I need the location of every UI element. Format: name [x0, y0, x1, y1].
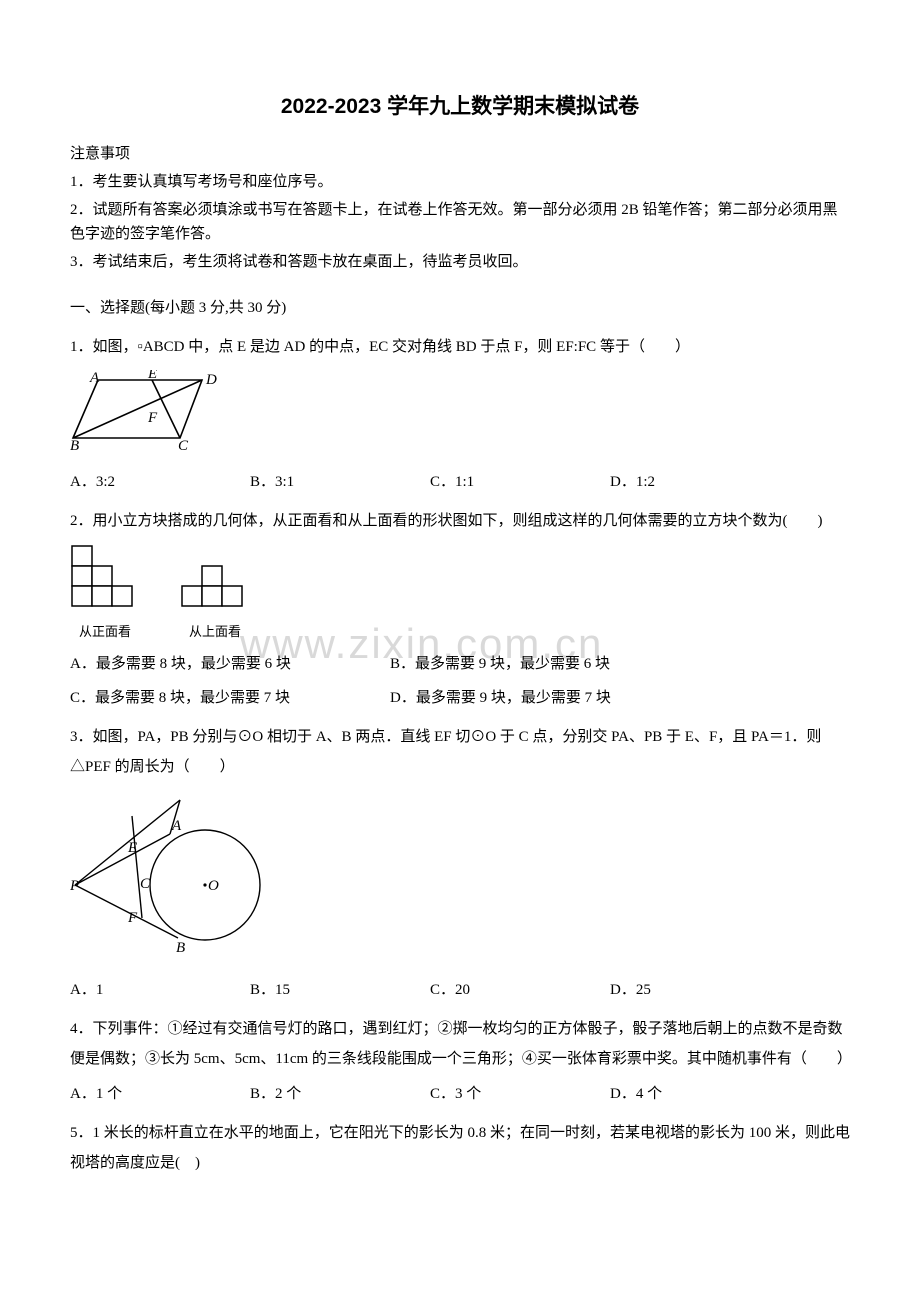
question-2: 2．用小立方块搭成的几何体，从正面看和从上面看的形状图如下，则组成这样的几何体需… [70, 506, 850, 711]
q1-opt-b: B．3:1 [250, 470, 430, 494]
notes-header: 注意事项 [70, 142, 850, 166]
q2-opt-b: B．最多需要 9 块，最少需要 6 块 [390, 652, 710, 676]
q1-text: 1．如图，▫ABCD 中，点 E 是边 AD 的中点，EC 交对角线 BD 于点… [70, 332, 850, 362]
q2-text: 2．用小立方块搭成的几何体，从正面看和从上面看的形状图如下，则组成这样的几何体需… [70, 506, 850, 536]
q2-figure: 从正面看 从上面看 [70, 544, 850, 643]
svg-text:E: E [147, 370, 157, 382]
q2-top-view: 从上面看 [180, 564, 250, 643]
q3-figure: P A B C E F O [70, 790, 850, 968]
svg-text:F: F [127, 910, 138, 926]
q2-front-view: 从正面看 [70, 544, 140, 643]
q2-top-label: 从上面看 [180, 622, 250, 643]
q1-figure: A E D B C F [70, 370, 850, 460]
svg-text:A: A [89, 370, 100, 386]
question-1: 1．如图，▫ABCD 中，点 E 是边 AD 的中点，EC 交对角线 BD 于点… [70, 332, 850, 494]
q4-opt-b: B．2 个 [250, 1082, 430, 1106]
question-3: 3．如图，PA，PB 分别与⊙O 相切于 A、B 两点．直线 EF 切⊙O 于 … [70, 722, 850, 1002]
q2-opt-c: C．最多需要 8 块，最少需要 7 块 [70, 686, 390, 710]
svg-text:A: A [171, 818, 182, 834]
svg-text:F: F [147, 410, 158, 426]
q3-opt-d: D．25 [610, 978, 790, 1002]
svg-text:D: D [205, 372, 217, 388]
svg-text:B: B [176, 940, 185, 956]
q1-options: A．3:2 B．3:1 C．1:1 D．1:2 [70, 470, 850, 494]
q1-opt-c: C．1:1 [430, 470, 610, 494]
q5-text: 5．1 米长的标杆直立在水平的地面上，它在阳光下的影长为 0.8 米；在同一时刻… [70, 1118, 850, 1178]
q3-options: A．1 B．15 C．20 D．25 [70, 978, 850, 1002]
note-2: 2．试题所有答案必须填涂或书写在答题卡上，在试卷上作答无效。第一部分必须用 2B… [70, 198, 850, 246]
question-4: 4．下列事件：①经过有交通信号灯的路口，遇到红灯；②掷一枚均匀的正方体骰子，骰子… [70, 1014, 850, 1106]
q4-opt-c: C．3 个 [430, 1082, 610, 1106]
svg-text:P: P [70, 878, 79, 894]
q2-opt-a: A．最多需要 8 块，最少需要 6 块 [70, 652, 390, 676]
question-5: 5．1 米长的标杆直立在水平的地面上，它在阳光下的影长为 0.8 米；在同一时刻… [70, 1118, 850, 1178]
q4-opt-d: D．4 个 [610, 1082, 790, 1106]
q1-opt-a: A．3:2 [70, 470, 250, 494]
svg-text:C: C [178, 438, 189, 452]
q1-opt-d: D．1:2 [610, 470, 790, 494]
page-title: 2022-2023 学年九上数学期末模拟试卷 [70, 90, 850, 124]
q3-text: 3．如图，PA，PB 分别与⊙O 相切于 A、B 两点．直线 EF 切⊙O 于 … [70, 722, 850, 782]
svg-text:O: O [208, 878, 219, 894]
q4-opt-a: A．1 个 [70, 1082, 250, 1106]
svg-text:E: E [127, 840, 137, 856]
svg-text:C: C [140, 876, 151, 892]
svg-text:B: B [70, 438, 79, 452]
q2-front-label: 从正面看 [70, 622, 140, 643]
q3-opt-a: A．1 [70, 978, 250, 1002]
q4-text: 4．下列事件：①经过有交通信号灯的路口，遇到红灯；②掷一枚均匀的正方体骰子，骰子… [70, 1014, 850, 1074]
q2-opt-d: D．最多需要 9 块，最少需要 7 块 [390, 686, 710, 710]
q4-options: A．1 个 B．2 个 C．3 个 D．4 个 [70, 1082, 850, 1106]
section-1-header: 一、选择题(每小题 3 分,共 30 分) [70, 296, 850, 320]
q3-opt-b: B．15 [250, 978, 430, 1002]
note-3: 3．考试结束后，考生须将试卷和答题卡放在桌面上，待监考员收回。 [70, 250, 850, 274]
q2-options-row2: C．最多需要 8 块，最少需要 7 块 D．最多需要 9 块，最少需要 7 块 [70, 686, 850, 710]
q2-options-row1: A．最多需要 8 块，最少需要 6 块 B．最多需要 9 块，最少需要 6 块 [70, 652, 850, 676]
note-1: 1．考生要认真填写考场号和座位序号。 [70, 170, 850, 194]
q3-opt-c: C．20 [430, 978, 610, 1002]
